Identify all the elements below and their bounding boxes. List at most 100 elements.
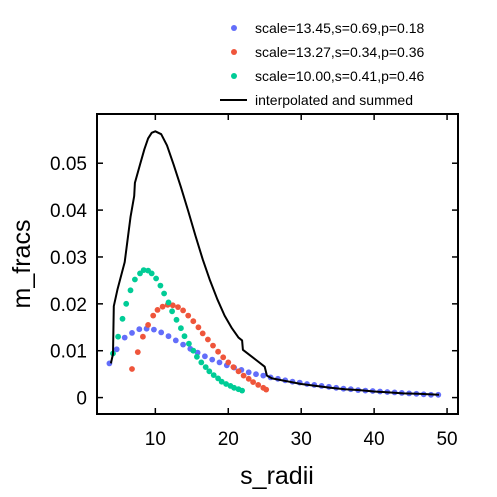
data-point — [240, 372, 247, 379]
data-point — [230, 364, 237, 370]
data-point — [165, 299, 172, 306]
data-point — [132, 276, 138, 283]
data-point — [119, 315, 126, 322]
data-point — [159, 303, 166, 310]
data-point — [129, 330, 135, 336]
data-point — [175, 304, 181, 310]
data-point — [136, 326, 143, 333]
data-point — [198, 359, 205, 366]
data-point — [165, 333, 172, 340]
legend-item: interpolated and summed — [220, 92, 413, 108]
x-tick-label: 10 — [145, 429, 166, 450]
data-point — [127, 287, 134, 294]
legend-item: scale=13.27,s=0.34,p=0.36 — [231, 44, 425, 60]
data-point — [180, 307, 187, 314]
data-point — [190, 347, 197, 354]
legend-marker — [231, 73, 237, 79]
data-point — [209, 356, 216, 363]
y-axis-title: m_fracs — [8, 220, 36, 309]
series-2 — [110, 267, 246, 394]
data-point — [223, 381, 230, 387]
data-point — [137, 270, 143, 277]
data-point — [169, 302, 176, 309]
data-point — [123, 300, 130, 307]
data-point — [215, 348, 222, 355]
x-tick-label: 30 — [291, 429, 312, 450]
data-point — [140, 267, 147, 273]
data-point — [181, 333, 188, 340]
data-point — [216, 359, 223, 366]
data-point — [161, 290, 168, 297]
data-point — [250, 379, 256, 385]
x-tick-label: 50 — [436, 429, 457, 450]
y-axis: 0 0.01 0.02 0.03 0.04 0.05 — [50, 154, 458, 410]
data-point — [210, 342, 216, 349]
legend-label: interpolated and summed — [255, 92, 413, 108]
y-tick-label: 0 — [76, 389, 87, 410]
data-point — [206, 368, 213, 375]
data-point — [153, 275, 160, 282]
data-point — [195, 324, 202, 331]
series-line — [109, 130, 440, 396]
data-point — [178, 325, 184, 332]
legend-label: scale=13.45,s=0.69,p=0.18 — [255, 20, 425, 36]
data-point — [194, 353, 200, 360]
data-point — [150, 312, 157, 319]
y-tick-label: 0.02 — [50, 295, 87, 316]
data-point — [113, 346, 120, 353]
data-point — [115, 333, 121, 340]
series-3 — [109, 130, 440, 396]
y-tick-label: 0.04 — [50, 201, 87, 222]
data-point — [148, 270, 155, 277]
data-point — [185, 312, 192, 319]
data-point — [129, 366, 135, 372]
data-point — [225, 359, 232, 366]
y-tick-label: 0.01 — [50, 342, 87, 363]
series-1 — [129, 301, 270, 393]
legend-item: scale=10.00,s=0.41,p=0.46 — [231, 68, 425, 84]
plot-frame — [96, 113, 459, 415]
data-point — [245, 369, 252, 376]
data-point — [154, 307, 161, 313]
data-point — [202, 353, 208, 360]
series-layer — [106, 130, 442, 398]
data-point — [245, 375, 252, 382]
data-point — [169, 308, 176, 315]
data-point — [173, 316, 180, 323]
x-tick-label: 40 — [364, 429, 385, 450]
data-point — [190, 318, 197, 325]
data-point — [202, 364, 209, 370]
data-point — [263, 386, 270, 393]
data-point — [220, 354, 227, 361]
data-point — [186, 340, 192, 347]
x-tick-label: 20 — [218, 429, 239, 450]
data-point — [121, 334, 128, 341]
data-point — [158, 329, 165, 336]
data-point — [140, 333, 146, 340]
data-point — [199, 330, 206, 337]
legend: scale=13.45,s=0.69,p=0.18 scale=13.27,s=0… — [220, 20, 425, 108]
y-tick-label: 0.05 — [50, 154, 87, 175]
data-point — [157, 282, 164, 289]
data-point — [134, 349, 141, 355]
data-point — [253, 371, 259, 378]
data-point — [260, 372, 267, 379]
legend-marker — [231, 25, 237, 31]
data-point — [255, 382, 262, 388]
x-axis: 10 20 30 40 50 — [145, 114, 458, 450]
data-point — [172, 337, 179, 344]
data-point — [239, 387, 246, 394]
legend-label: scale=10.00,s=0.41,p=0.46 — [255, 68, 425, 84]
data-point — [145, 322, 152, 328]
legend-label: scale=13.27,s=0.34,p=0.36 — [255, 44, 425, 60]
data-point — [218, 378, 225, 385]
data-point — [210, 372, 217, 378]
data-point — [180, 341, 187, 348]
data-point — [235, 368, 242, 375]
data-point — [151, 326, 157, 333]
data-point — [205, 336, 211, 343]
data-point — [231, 384, 238, 391]
legend-item: scale=13.45,s=0.69,p=0.18 — [231, 20, 425, 36]
x-axis-title: s_radii — [240, 462, 314, 490]
